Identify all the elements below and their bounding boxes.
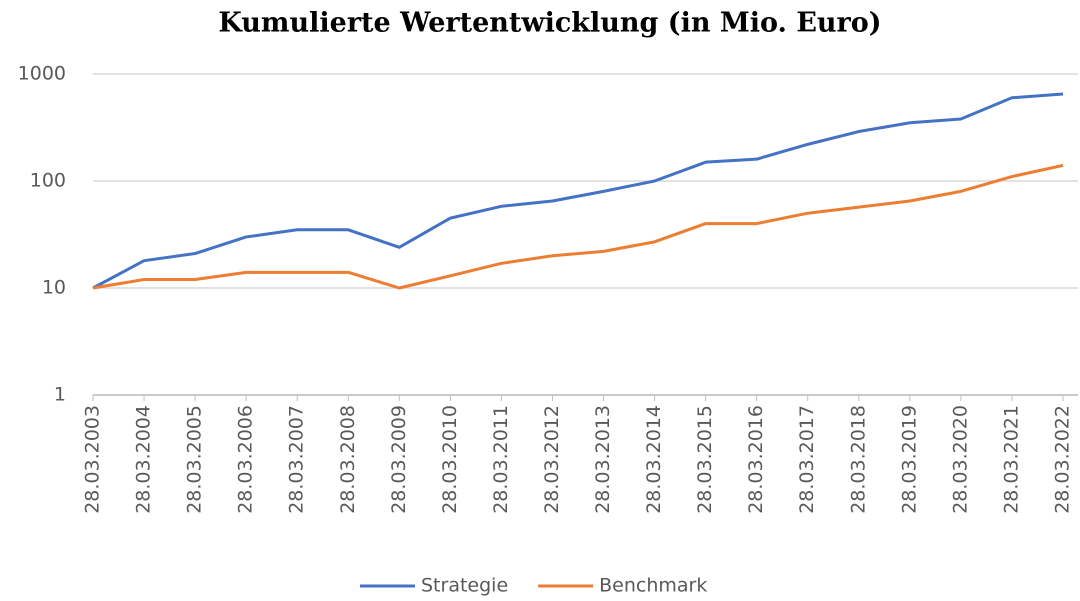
x-tick-label: 28.03.2016 — [745, 405, 767, 514]
x-tick-label: 28.03.2022 — [1052, 405, 1074, 514]
x-tick-label: 28.03.2003 — [82, 405, 104, 514]
legend-label: Strategie — [421, 575, 508, 597]
series-line — [92, 92, 1064, 290]
x-tick-label: 28.03.2018 — [847, 405, 869, 514]
x-tick-label: 28.03.2004 — [133, 405, 155, 514]
y-tick-label: 100 — [30, 170, 66, 192]
x-tick-label: 28.03.2008 — [337, 405, 359, 514]
x-tick-label: 28.03.2005 — [184, 405, 206, 514]
x-tick-label: 28.03.2009 — [388, 405, 410, 514]
y-tick-label: 1 — [54, 384, 66, 406]
x-tick-label: 28.03.2006 — [235, 405, 257, 514]
x-tick-label: 28.03.2011 — [490, 405, 512, 514]
legend-label: Benchmark — [599, 575, 707, 597]
chart-title: Kumulierte Wertentwicklung (in Mio. Euro… — [218, 8, 881, 39]
x-tick-label: 28.03.2010 — [439, 405, 461, 514]
x-tick-label: 28.03.2013 — [592, 405, 614, 514]
x-tick-label: 28.03.2012 — [541, 405, 563, 514]
y-tick-label: 1000 — [18, 63, 66, 85]
x-tick-label: 28.03.2017 — [796, 405, 818, 514]
x-tick-label: 28.03.2021 — [1000, 405, 1022, 514]
x-tick-label: 28.03.2019 — [898, 405, 920, 514]
x-tick-label: 28.03.2015 — [694, 405, 716, 514]
x-tick-label: 28.03.2007 — [286, 405, 308, 514]
x-tick-label: 28.03.2020 — [949, 405, 971, 514]
series-line — [92, 163, 1064, 290]
y-tick-label: 10 — [42, 277, 66, 299]
x-tick-label: 28.03.2014 — [643, 405, 665, 514]
